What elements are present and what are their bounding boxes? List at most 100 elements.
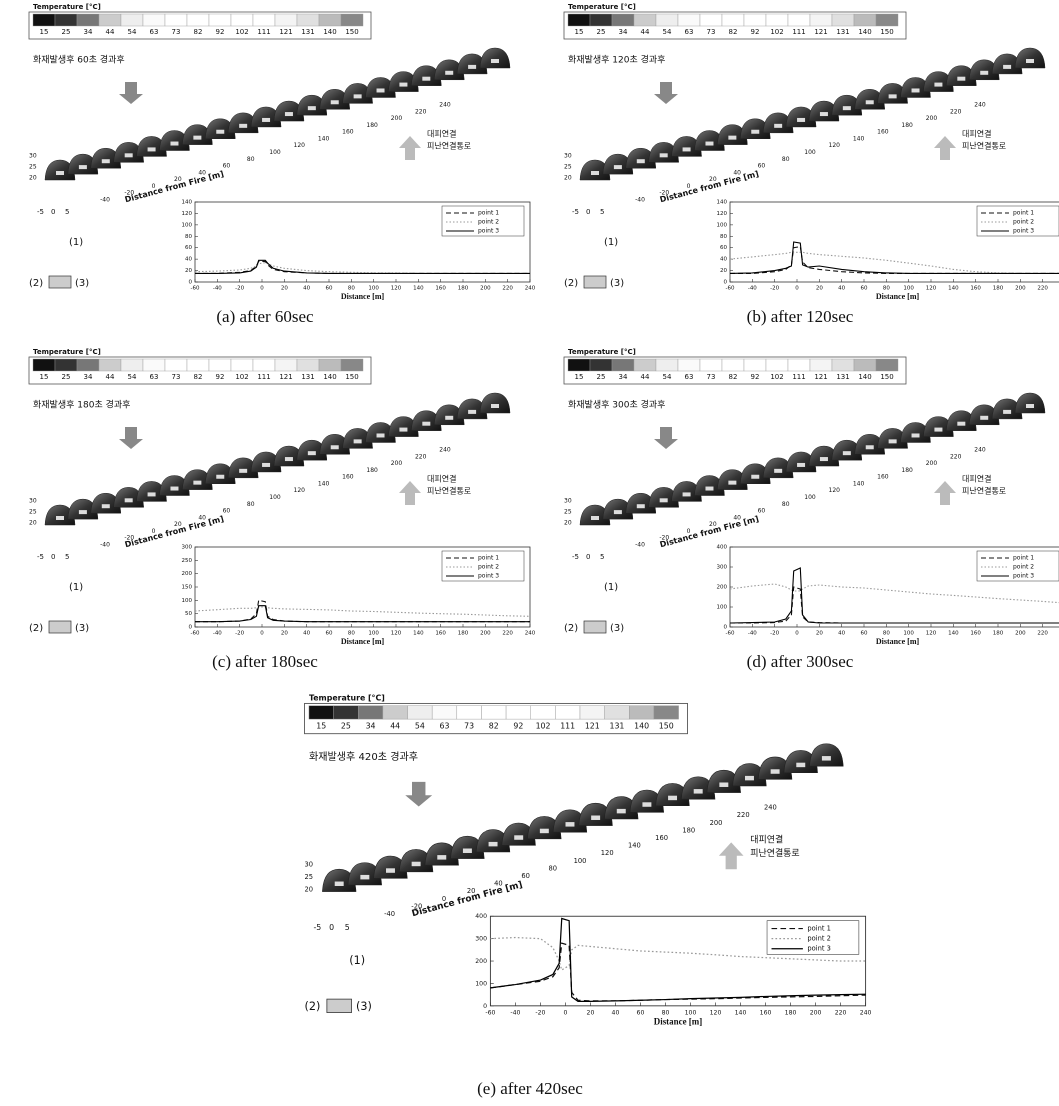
exit-label: 대피연결 bbox=[750, 835, 783, 846]
tunnel-tick: 100 bbox=[574, 857, 587, 865]
x-tick-label: 20 bbox=[816, 286, 823, 292]
y-tick-label: 120 bbox=[182, 211, 193, 217]
x-tick-label: 140 bbox=[735, 1010, 747, 1017]
tunnel-marker bbox=[591, 171, 599, 175]
colorbar-label: 54 bbox=[663, 373, 672, 381]
tunnel-marker bbox=[751, 130, 759, 134]
panel: Temperature [°C]152534445463738292102111… bbox=[304, 693, 871, 1026]
colorbar-label: 25 bbox=[341, 721, 351, 730]
x-tick-label: 20 bbox=[816, 631, 823, 637]
tunnel-tick: 180 bbox=[682, 826, 695, 834]
colorbar-cell bbox=[143, 359, 165, 371]
colorbar-label: 150 bbox=[880, 373, 893, 381]
tunnel-marker bbox=[399, 83, 407, 87]
elevation-tick: 20 bbox=[564, 520, 572, 527]
colorbar-cell bbox=[700, 359, 722, 371]
colorbar-cell bbox=[634, 14, 656, 26]
tunnel-marker bbox=[728, 136, 736, 140]
point-label: (3) bbox=[356, 1000, 372, 1013]
x-tick-label: 180 bbox=[458, 286, 469, 292]
legend-label: point 3 bbox=[1013, 573, 1034, 580]
point-label: (3) bbox=[75, 623, 89, 634]
tunnel-marker bbox=[957, 422, 965, 426]
x-tick-label: 180 bbox=[993, 631, 1004, 637]
tunnel-marker bbox=[491, 404, 499, 408]
colorbar-label: 63 bbox=[685, 28, 694, 36]
x-tick-label: 100 bbox=[685, 1010, 697, 1017]
colorbar-cell bbox=[77, 14, 99, 26]
point-label: (1) bbox=[69, 237, 83, 248]
tunnel-tick: 140 bbox=[318, 135, 330, 142]
colorbar-cell bbox=[722, 359, 744, 371]
arrow-down bbox=[405, 782, 432, 807]
x-tick-label: 80 bbox=[348, 631, 355, 637]
colorbar-label: 92 bbox=[751, 373, 760, 381]
tunnel-axis-label: Distance from Fire [m] bbox=[659, 514, 760, 549]
tunnel-marker bbox=[637, 504, 645, 508]
tunnel-marker bbox=[468, 410, 476, 414]
x-tick-label: 220 bbox=[502, 631, 513, 637]
x-tick-label: 60 bbox=[861, 286, 868, 292]
tunnel-tick: 100 bbox=[804, 494, 816, 501]
x-tick-label: 140 bbox=[413, 631, 424, 637]
tunnel-tick: 60 bbox=[758, 163, 766, 170]
tunnel-marker bbox=[308, 106, 316, 110]
colorbar-title: Temperature [°C] bbox=[33, 348, 101, 356]
y-tick-label: 400 bbox=[717, 545, 728, 551]
colorbar-label: 121 bbox=[585, 721, 600, 730]
colorbar-label: 34 bbox=[619, 373, 628, 381]
tunnel-tick: 120 bbox=[829, 487, 841, 494]
tunnel-marker bbox=[412, 862, 421, 866]
tunnel-marker bbox=[694, 789, 703, 793]
exit-label: 피난연결통로 bbox=[427, 141, 471, 151]
tunnel-marker bbox=[216, 130, 224, 134]
x-axis-label: Distance [m] bbox=[341, 292, 385, 301]
tunnel-marker bbox=[377, 88, 385, 92]
x-tick-label: 140 bbox=[413, 286, 424, 292]
colorbar-cell bbox=[187, 359, 209, 371]
x-tick-label: 240 bbox=[525, 286, 536, 292]
colorbar-cell bbox=[555, 706, 580, 719]
offset-tick: 5 bbox=[600, 208, 604, 216]
tunnel-tick: 120 bbox=[601, 849, 614, 857]
x-tick-label: 200 bbox=[480, 286, 491, 292]
colorbar-label: 82 bbox=[729, 373, 738, 381]
tunnel-marker bbox=[728, 481, 736, 485]
arrow-up bbox=[934, 136, 956, 160]
tunnel-marker bbox=[239, 124, 247, 128]
tunnel-tick: -40 bbox=[100, 542, 110, 549]
offset-tick: 5 bbox=[65, 553, 69, 561]
colorbar-label: 121 bbox=[814, 373, 827, 381]
colorbar-label: 121 bbox=[279, 373, 292, 381]
colorbar-label: 44 bbox=[641, 28, 650, 36]
exit-label: 대피연결 bbox=[962, 474, 991, 484]
tunnel-marker bbox=[386, 868, 395, 872]
colorbar-cell bbox=[358, 706, 383, 719]
tunnel-marker bbox=[285, 112, 293, 116]
x-tick-label: -60 bbox=[726, 631, 735, 637]
tunnel-marker bbox=[820, 112, 828, 116]
colorbar-label: 140 bbox=[858, 28, 871, 36]
elevation-tick: 20 bbox=[29, 175, 37, 182]
colorbar-label: 73 bbox=[464, 721, 474, 730]
tunnel-tick: 200 bbox=[391, 460, 403, 467]
tunnel-tick: 60 bbox=[758, 508, 766, 515]
colorbar-cell bbox=[231, 359, 253, 371]
colorbar-title: Temperature [°C] bbox=[568, 348, 636, 356]
tunnel-tick: -40 bbox=[635, 197, 645, 204]
x-tick-label: 60 bbox=[861, 631, 868, 637]
x-tick-label: 200 bbox=[810, 1010, 822, 1017]
colorbar-cell bbox=[654, 706, 679, 719]
tunnel-marker bbox=[514, 835, 523, 839]
colorbar-label: 82 bbox=[194, 373, 203, 381]
y-tick-label: 40 bbox=[185, 257, 192, 263]
x-tick-label: 160 bbox=[760, 1010, 772, 1017]
x-tick-label: 180 bbox=[458, 631, 469, 637]
y-tick-label: 400 bbox=[475, 913, 487, 920]
tunnel-tick: 180 bbox=[366, 467, 378, 474]
colorbar-cell bbox=[457, 706, 482, 719]
tunnel-marker bbox=[565, 822, 574, 826]
tunnel-marker bbox=[79, 510, 87, 514]
x-tick-label: -20 bbox=[770, 631, 779, 637]
x-tick-label: 160 bbox=[970, 286, 981, 292]
